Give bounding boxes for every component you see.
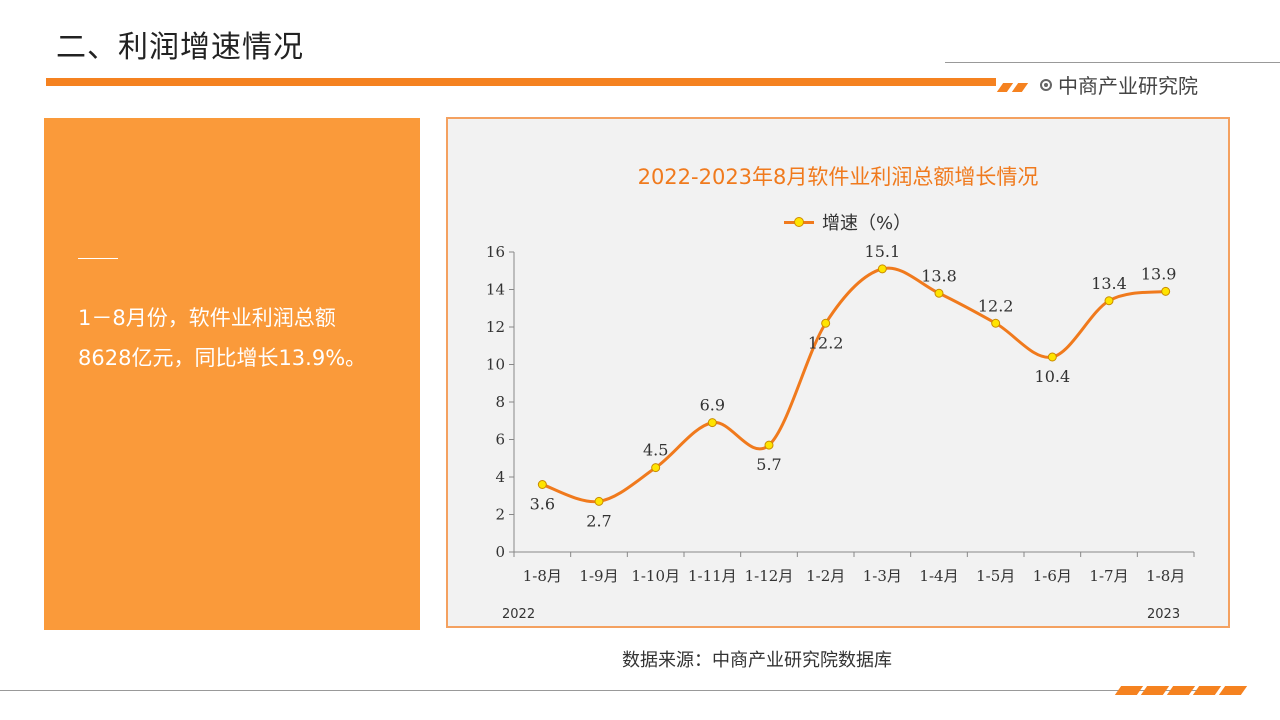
summary-line-1: 1－8月份，软件业利润总额 (78, 306, 336, 330)
x-tick-label: 1-5月 (976, 567, 1015, 585)
footer-rule (0, 690, 1200, 691)
data-point (1047, 352, 1057, 362)
summary-panel: 1－8月份，软件业利润总额 8628亿元，同比增长13.9%。 (44, 118, 420, 630)
data-label: 10.4 (1035, 367, 1071, 386)
data-point (821, 318, 831, 328)
data-label: 13.8 (921, 266, 957, 285)
y-tick-label: 4 (495, 468, 505, 486)
summary-line-2: 8628亿元，同比增长13.9%。 (78, 346, 367, 370)
data-label: 4.5 (643, 441, 668, 460)
x-tick-label: 1-9月 (579, 567, 618, 585)
y-tick-label: 10 (486, 356, 505, 374)
data-label: 12.2 (808, 333, 844, 352)
x-tick-label: 1-12月 (745, 567, 794, 585)
chart-container: 2022-2023年8月软件业利润总额增长情况 增速（%） 0 2 4 6 8 10 12 1… (446, 117, 1230, 628)
data-point (991, 318, 1001, 328)
data-point (651, 463, 661, 473)
x-tick-label: 1-6月 (1033, 567, 1072, 585)
x-tick-label: 1-8月 (1146, 567, 1185, 585)
data-point (934, 288, 944, 298)
data-point (1104, 296, 1114, 306)
data-point (537, 480, 547, 489)
y-tick-label: 6 (495, 431, 505, 449)
y-tick-label: 12 (486, 318, 505, 336)
legend-label: 增速（%） (822, 213, 912, 234)
data-label: 3.6 (530, 495, 555, 514)
y-tick-label: 8 (495, 393, 505, 411)
line-chart: 0 2 4 6 8 10 12 14 16 1-8月 1-9月 1-10月 1-11月 1-12月 1-2月… (486, 242, 1195, 585)
data-label: 6.9 (700, 396, 725, 415)
data-label: 13.9 (1141, 264, 1177, 283)
x-tick-label: 1-2月 (806, 567, 845, 585)
x-tick-label: 1-4月 (919, 567, 958, 585)
legend-line-marker-icon (784, 216, 814, 228)
data-label: 12.2 (978, 296, 1014, 315)
brand-logo-icon (1040, 78, 1052, 91)
data-point (764, 440, 774, 450)
y-tick-label: 16 (486, 243, 505, 261)
data-label: 15.1 (865, 242, 901, 261)
header-rule (945, 62, 1280, 63)
brand: 中商产业研究院 (1040, 70, 1198, 99)
chart-legend: 增速（%） (784, 209, 911, 235)
x-tick-label: 1-7月 (1089, 567, 1128, 585)
y-tick-label: 14 (486, 281, 505, 299)
x-tick-label: 1-11月 (688, 567, 737, 585)
year-label-start: 2022 (502, 607, 536, 622)
data-point (1161, 286, 1171, 296)
year-label-end: 2023 (1147, 607, 1181, 622)
series-line (541, 266, 1166, 504)
x-tick-label: 1-3月 (863, 567, 902, 585)
data-point (594, 496, 604, 506)
data-label: 5.7 (756, 455, 781, 474)
summary-divider (78, 258, 118, 259)
data-point (877, 264, 887, 274)
footer-stripes (1114, 680, 1248, 699)
x-tick-label: 1-10月 (631, 567, 680, 585)
y-tick-label: 2 (495, 506, 505, 524)
y-tick-label: 0 (495, 543, 505, 561)
data-source: 数据来源：中商产业研究院数据库 (622, 650, 892, 671)
data-label: 13.4 (1091, 274, 1127, 293)
page-title: 二、利润增速情况 (56, 30, 304, 65)
x-tick-label: 1-8月 (523, 567, 562, 585)
data-label: 2.7 (586, 511, 611, 530)
title-accent-bar (46, 78, 996, 86)
data-point (707, 418, 717, 428)
summary-text: 1－8月份，软件业利润总额 8628亿元，同比增长13.9%。 (78, 298, 408, 378)
accent-stripes (996, 77, 1030, 96)
brand-name: 中商产业研究院 (1058, 74, 1198, 98)
chart-title: 2022-2023年8月软件业利润总额增长情况 (637, 165, 1039, 189)
